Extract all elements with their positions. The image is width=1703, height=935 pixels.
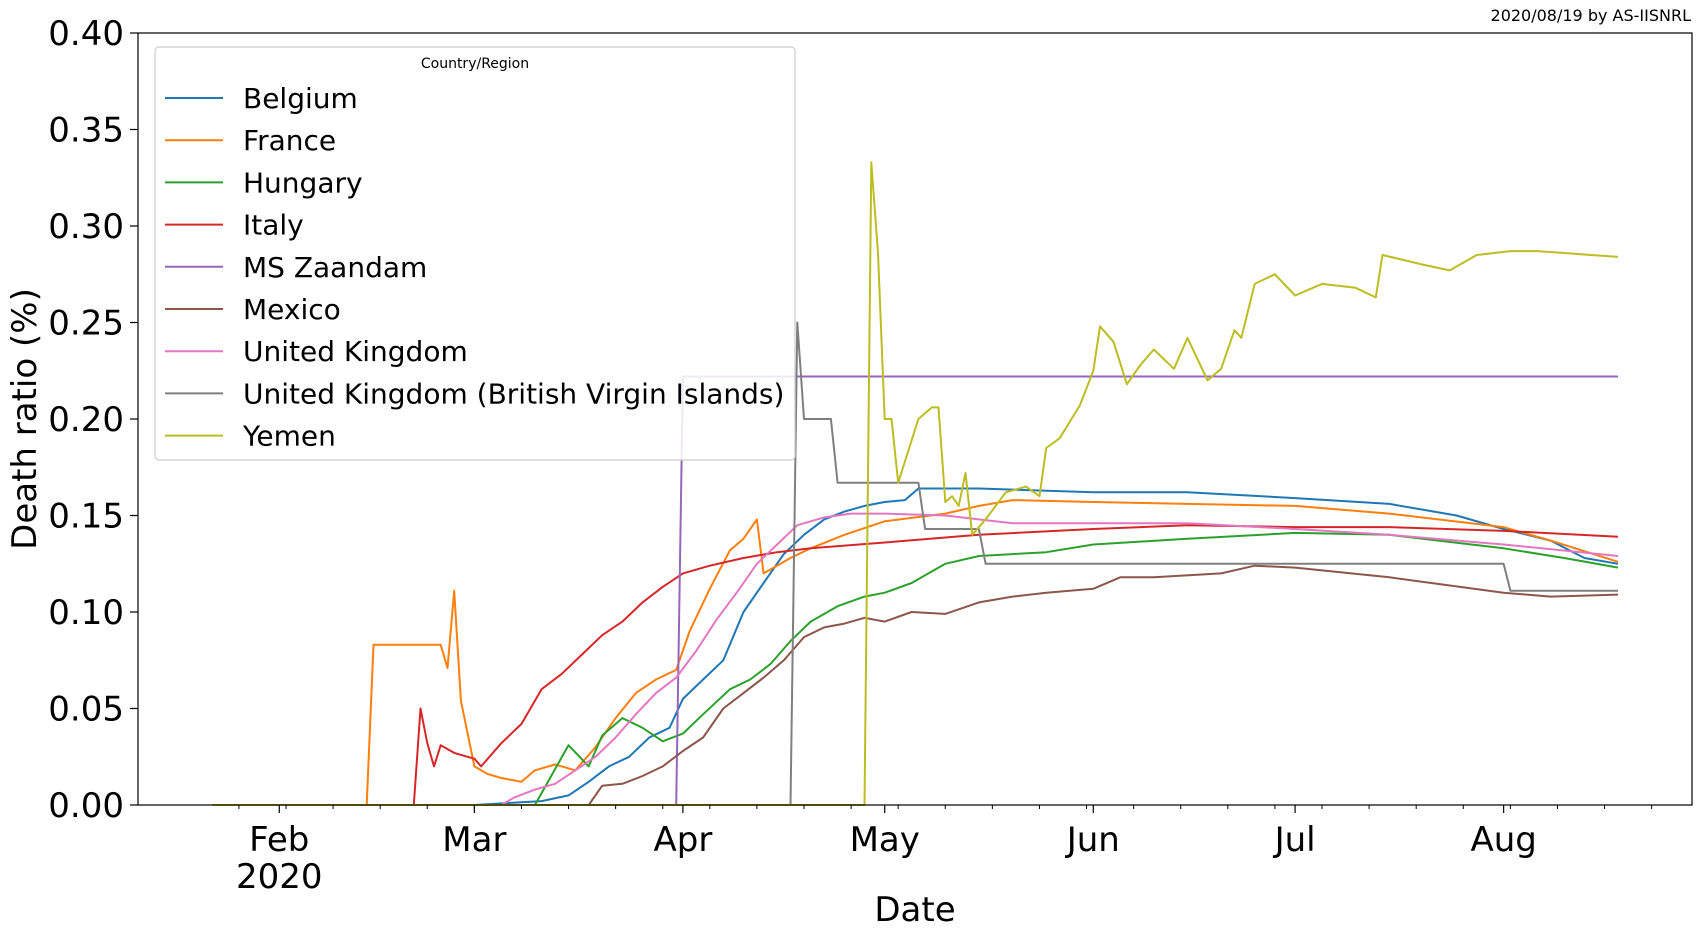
y-tick-label: 0.00	[48, 786, 124, 826]
legend-label: Mexico	[243, 293, 341, 326]
legend-label: United Kingdom	[243, 335, 468, 368]
credit-text: 2020/08/19 by AS-IISNRL	[1490, 6, 1691, 25]
x-tick-label: May	[850, 820, 920, 860]
series-line-belgium	[212, 487, 1619, 806]
series-line-ms-zaandam	[675, 375, 1618, 806]
series-line-italy	[212, 524, 1619, 806]
y-tick-label: 0.05	[48, 690, 124, 730]
legend-label: Hungary	[243, 166, 363, 199]
legend-label: MS Zaandam	[243, 251, 427, 284]
x-axis-label: Date	[874, 890, 955, 930]
y-tick-label: 0.30	[48, 207, 124, 247]
y-tick-label: 0.10	[48, 593, 124, 633]
y-tick-label: 0.40	[48, 14, 124, 54]
legend-label: Yemen	[242, 420, 336, 453]
series-line-united-kingdom-british-virgin-islands	[212, 321, 1618, 806]
legend-box	[154, 46, 796, 461]
series-line-yemen	[212, 161, 1619, 806]
legend-label: United Kingdom (British Virgin Islands)	[243, 377, 784, 410]
x-tick-label: Apr	[653, 820, 712, 860]
x-tick-sublabel: 2020	[236, 857, 323, 897]
y-axis-label: Death ratio (%)	[5, 288, 45, 550]
x-tick-label: Jul	[1273, 820, 1316, 860]
series-line-france	[212, 499, 1619, 806]
y-tick-label: 0.25	[48, 304, 124, 344]
legend-label: Italy	[243, 209, 304, 242]
legend-label: France	[243, 124, 336, 157]
x-tick-label: Aug	[1470, 820, 1536, 860]
axes-layer: 0.00 0.05 0.10 0.15 0.20 0.25 0.30 0.35 0.40 Feb2…	[5, 14, 1693, 930]
x-tick-label: Feb	[249, 820, 309, 860]
y-tick-label: 0.20	[48, 400, 124, 440]
series-line-hungary	[212, 531, 1619, 806]
legend-title: Country/Region	[421, 56, 529, 72]
x-tick-label: Jun	[1065, 820, 1120, 860]
y-tick-label: 0.15	[48, 497, 124, 537]
y-tick-label: 0.35	[48, 111, 124, 151]
legend-label: Belgium	[243, 82, 358, 115]
legend: Country/Region Belgium France Hungary Italy M…	[154, 46, 796, 461]
x-tick-label: Mar	[442, 820, 506, 860]
series-line-united-kingdom	[212, 512, 1619, 806]
series-line-mexico	[212, 564, 1619, 806]
